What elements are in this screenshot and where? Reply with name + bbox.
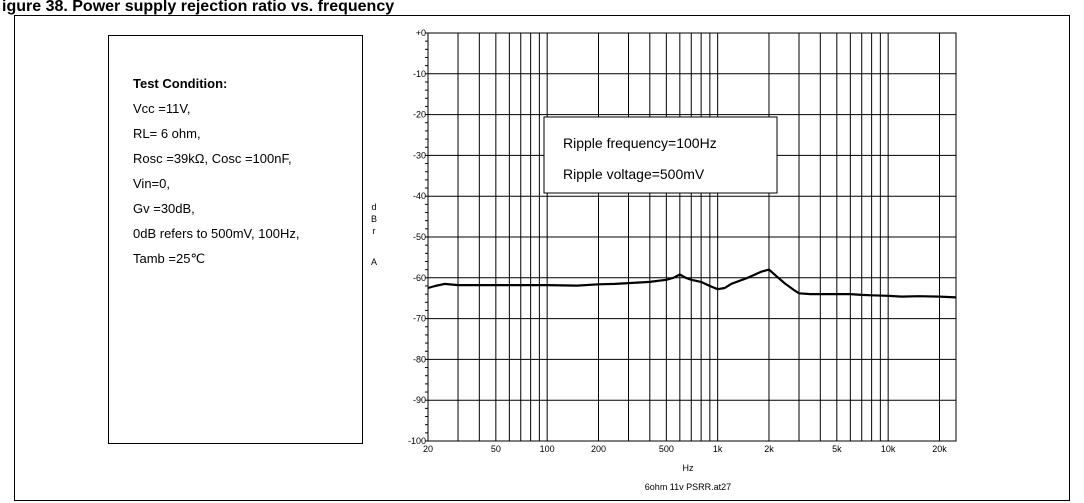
y-axis-ticks: +0 -10 -20 -30 -40 -50 -60 -70 -80 -90 -100: [408, 28, 428, 446]
y-tick-label: -100: [408, 436, 426, 446]
y-tick-label: -20: [413, 110, 426, 120]
annotation-ripple-frequency: Ripple frequency=100Hz: [563, 135, 717, 151]
x-tick-label: 1k: [713, 444, 723, 454]
chart-footer: 6ohm 11v PSRR.at27: [645, 482, 731, 492]
x-tick-label: 10k: [881, 444, 896, 454]
y-tick-label: -10: [413, 69, 426, 79]
x-tick-label: 200: [591, 444, 606, 454]
condition-vin: Vin=0,: [133, 176, 170, 191]
test-condition-box: Test Condition: Vcc =11V, RL= 6 ohm, Ros…: [108, 35, 363, 444]
x-tick-label: 2k: [764, 444, 774, 454]
annotation-frame: [543, 116, 778, 194]
y-tick-label: +0: [416, 28, 426, 38]
y-tick-label: -80: [413, 354, 426, 364]
condition-gv: Gv =30dB,: [133, 201, 195, 216]
x-tick-label: 5k: [832, 444, 842, 454]
condition-reference: 0dB refers to 500mV, 100Hz,: [133, 226, 300, 241]
x-tick-label: 100: [540, 444, 555, 454]
condition-vcc: Vcc =11V,: [133, 101, 191, 116]
y-axis-label-letter: r: [372, 226, 376, 236]
x-tick-label: 500: [659, 444, 674, 454]
y-tick-label: -50: [413, 232, 426, 242]
y-tick-label: -40: [413, 191, 426, 201]
y-tick-label: -60: [413, 273, 426, 283]
series-group: [427, 268, 957, 299]
grid: [428, 32, 956, 442]
psrr-line: [427, 268, 957, 299]
annotation-ripple-voltage: Ripple voltage=500mV: [563, 166, 705, 182]
x-axis-ticks: 20 50 100 200 500 1k 2k 5k 10k 20k: [423, 444, 947, 454]
condition-rosc-cosc: Rosc =39kΩ, Cosc =100nF,: [133, 151, 292, 166]
x-tick-label: 20: [423, 444, 433, 454]
test-condition-heading: Test Condition:: [133, 76, 228, 91]
y-tick-label: -70: [413, 314, 426, 324]
y-tick-label: -90: [413, 395, 426, 405]
y-tick-label: -30: [413, 150, 426, 160]
y-axis-label-letter: d: [371, 202, 377, 212]
figure-title: igure 38. Power supply rejection ratio v…: [2, 0, 395, 15]
y-axis-label-letter: B: [370, 214, 377, 224]
figure-frame: [14, 15, 1070, 501]
y-axis-label-letter: A: [370, 257, 377, 267]
x-axis-label: Hz: [683, 463, 694, 473]
condition-tamb: Tamb =25℃: [133, 251, 206, 266]
x-tick-label: 50: [491, 444, 501, 454]
condition-rl: RL= 6 ohm,: [133, 126, 201, 141]
x-tick-label: 20k: [932, 444, 947, 454]
annotation-box: Ripple frequency=100Hz Ripple voltage=50…: [543, 116, 778, 194]
